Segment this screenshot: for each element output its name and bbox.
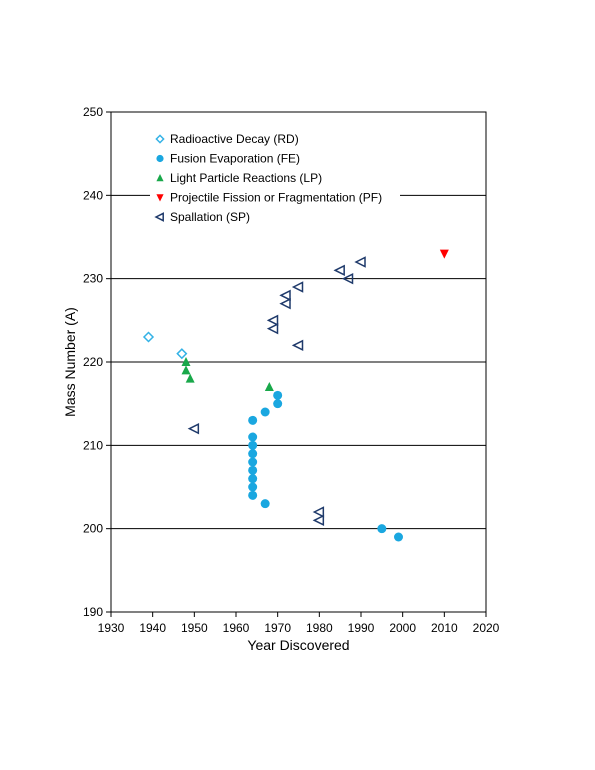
data-point [248,432,258,442]
data-point [266,314,279,327]
y-tick-label: 240 [83,188,103,202]
y-tick-label: 210 [83,438,103,452]
x-tick-label: 1940 [139,621,166,635]
data-point [291,339,304,352]
data-point [354,256,366,268]
y-tick-label: 220 [83,355,103,369]
data-point [279,289,291,302]
data-point [142,331,155,343]
data-point [273,390,283,400]
data-point [187,422,200,435]
data-point [377,524,387,534]
x-tick-label: 1970 [264,621,291,635]
data-point [291,281,304,293]
x-tick-label: 2000 [389,621,416,635]
x-tick-label: 2020 [473,621,500,635]
x-tick-label: 1930 [98,621,125,635]
data-point [248,465,258,475]
data-point [185,373,195,383]
data-point [248,449,258,459]
x-axis-ticks: 1930 1940 1950 1960 1970 1980 1990 2000 2010 2020 [98,612,500,635]
x-tick-label: 1960 [223,621,250,635]
data-point [279,297,291,310]
legend-marker [155,134,165,144]
legend-label: Light Particle Reactions (LP) [170,171,322,185]
data-point [394,532,403,542]
y-tick-label: 250 [83,105,103,119]
legend-box [150,126,400,228]
data-point [439,249,449,259]
y-tick-label: 200 [83,522,103,536]
data-point [176,348,188,360]
data-point [248,490,258,500]
y-axis-ticks: 190 200 210 220 230 240 250 [83,105,111,619]
data-points [142,249,449,542]
data-point [333,264,345,277]
x-tick-label: 2010 [431,621,458,635]
x-axis-label: Year Discovered [247,637,349,653]
x-tick-label: 1980 [306,621,333,635]
data-point [266,322,279,335]
data-point [273,399,283,409]
legend-label: Spallation (SP) [170,210,250,224]
x-tick-label: 1950 [181,621,208,635]
y-axis-label: Mass Number (A) [62,307,78,417]
y-tick-label: 230 [83,272,103,286]
data-point [248,457,258,467]
data-point [181,357,191,366]
data-point [312,506,325,518]
data-point [341,272,354,285]
y-tick-label: 190 [83,605,103,619]
data-point [260,499,270,509]
data-point [248,482,258,492]
legend-label: Projectile Fission or Fragmentation (PF) [170,191,382,205]
legend-label: Fusion Evaporation (FE) [170,152,300,166]
legend-label: Radioactive Decay (RD) [170,132,299,146]
data-point [312,514,325,527]
data-point [248,415,258,425]
x-tick-label: 1990 [348,621,375,635]
data-point [264,382,274,391]
legend: Radioactive Decay (RD) Fusion Evaporation… [154,132,382,224]
data-point [248,440,258,450]
data-point [260,407,270,417]
legend-marker [156,154,164,163]
legend-marker [156,174,164,182]
legend-marker [156,194,164,202]
data-point [248,474,258,484]
legend-marker [154,212,164,222]
data-point [181,365,191,375]
